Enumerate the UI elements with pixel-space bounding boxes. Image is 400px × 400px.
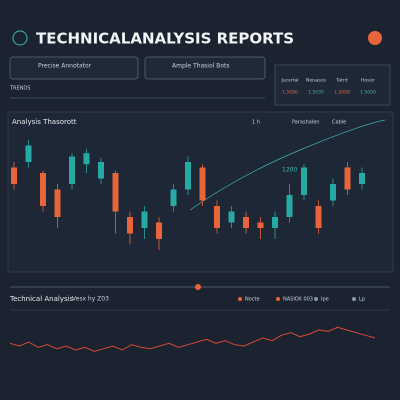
legend-swatch <box>238 297 242 301</box>
price-line <box>9 326 376 352</box>
candle-body <box>257 222 264 228</box>
lower-title: Technical Analysis <box>9 295 74 303</box>
legend-item: Lp <box>359 297 365 303</box>
candle-body <box>112 173 119 212</box>
slider-handle[interactable] <box>195 284 201 290</box>
input-box[interactable] <box>144 56 266 80</box>
summary-cell: 1.5030 <box>308 90 324 96</box>
lower-subtitle: Vesx hy Z03 <box>72 296 109 303</box>
page-title: TECHNICALANALYSIS REPORTS <box>36 30 294 48</box>
candle-body <box>11 167 17 184</box>
candle-body <box>359 173 365 184</box>
chart-tab[interactable]: 1 h <box>252 120 260 126</box>
candle-body <box>40 173 46 206</box>
profile-button[interactable] <box>368 31 382 45</box>
summary-cell: 1.5050 <box>360 90 376 96</box>
candle-body <box>228 211 235 223</box>
candle-body <box>170 189 177 206</box>
summary-cell: 1.5090 <box>282 90 298 96</box>
summary-panel <box>274 64 391 106</box>
input-box[interactable] <box>9 56 139 80</box>
candle-body <box>301 167 307 195</box>
legend-item: Ipe <box>321 297 329 303</box>
candle-body <box>156 222 162 239</box>
candle-body <box>315 206 322 228</box>
candle-body <box>141 211 148 228</box>
candle-body <box>83 153 90 165</box>
chart-tab[interactable]: Parashalen <box>292 120 319 126</box>
candle-body <box>344 167 351 190</box>
logo <box>12 30 28 46</box>
summary-cell: Noisasce <box>306 78 326 84</box>
summary-cell: Tatrd <box>335 78 347 84</box>
candle-body <box>54 189 61 217</box>
candle-body <box>286 195 293 217</box>
summary-cell: Hosicr <box>361 78 375 84</box>
legend-item: NASIOX 003 <box>283 297 313 303</box>
candle-body <box>243 217 249 228</box>
candle-body <box>214 206 220 228</box>
candle-body <box>25 145 32 162</box>
summary-cell: 1.5008 <box>334 90 350 96</box>
summary-cell: Jucertal <box>280 78 298 84</box>
candle-body <box>69 156 75 184</box>
trend-line <box>189 119 386 211</box>
input-label: Ample Thasiol Bots <box>172 63 229 70</box>
legend-swatch <box>276 297 280 301</box>
candle-body <box>98 162 104 179</box>
chart-title: Analysis Thasorott <box>12 118 77 126</box>
candle-body <box>199 167 206 201</box>
candle-body <box>127 217 133 234</box>
annotation: 1200 <box>282 167 297 174</box>
section-label: TRENDS <box>9 86 30 92</box>
candle-body <box>330 184 336 201</box>
chart-tab[interactable]: Cable <box>332 120 346 126</box>
legend-swatch <box>314 297 318 301</box>
input-label: Precise Annotator <box>38 63 92 70</box>
legend-item: Nocte <box>245 297 260 303</box>
candle-body <box>272 217 278 228</box>
legend-swatch <box>352 297 356 301</box>
candle-body <box>185 162 191 190</box>
